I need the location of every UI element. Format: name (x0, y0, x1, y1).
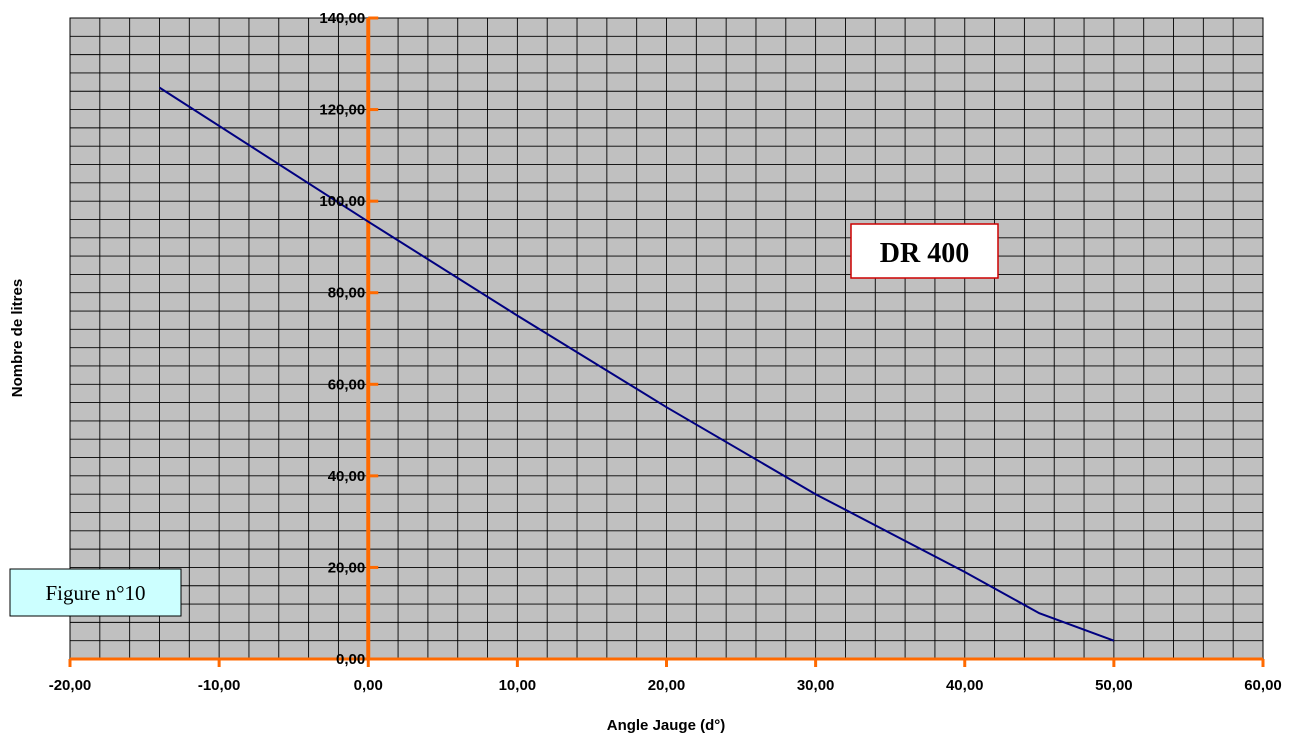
axes (68, 16, 1265, 667)
y-tick-label: 120,00 (319, 102, 365, 119)
x-tick-label: 20,00 (648, 677, 686, 694)
x-tick-label: 30,00 (797, 677, 835, 694)
figure-label: Figure n°10 (46, 581, 146, 605)
series-line (158, 86, 1115, 642)
y-tick-label: 0,00 (336, 651, 365, 668)
x-tick-label: 60,00 (1244, 677, 1282, 694)
y-tick-label: 80,00 (328, 285, 366, 302)
y-tick-label: 100,00 (319, 193, 365, 210)
x-tick-label: -10,00 (198, 677, 241, 694)
grid-lines (69, 17, 1264, 660)
x-tick-label: 0,00 (354, 677, 383, 694)
x-axis-title: Angle Jauge (d°) (607, 717, 726, 734)
y-tick-label: 140,00 (319, 10, 365, 27)
model-label-box: DR 400 (850, 223, 999, 279)
y-axis-title: Nombre de litres (9, 279, 26, 397)
x-tick-label: 10,00 (499, 677, 537, 694)
x-tick-label: 40,00 (946, 677, 984, 694)
y-tick-label: 60,00 (328, 376, 366, 393)
x-tick-label: -20,00 (49, 677, 92, 694)
tick-labels: -20,00 -10,00 0,00 10,00 20,00 30,00 40,00 50,0… (49, 10, 1282, 694)
y-tick-label: 20,00 (328, 559, 366, 576)
y-tick-label: 40,00 (328, 468, 366, 485)
model-label: DR 400 (880, 238, 969, 269)
x-tick-label: 50,00 (1095, 677, 1133, 694)
figure-label-box: Figure n°10 (9, 568, 182, 617)
series-group (158, 86, 1115, 642)
